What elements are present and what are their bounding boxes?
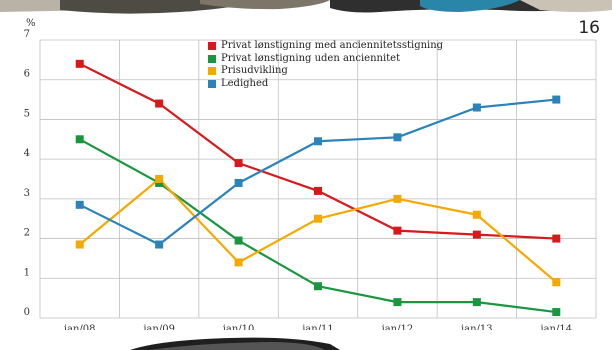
x-tick-label: jan/14 <box>539 324 572 335</box>
x-tick-label: jan/10 <box>222 324 255 335</box>
chart-legend: Privat lønstigning med anciennitetsstign… <box>208 40 443 90</box>
y-tick-label: 6 <box>24 69 30 80</box>
legend-item: Ledighed <box>208 78 443 91</box>
legend-swatch-green <box>208 54 216 63</box>
data-point <box>472 298 481 307</box>
data-point <box>552 95 561 104</box>
data-point <box>393 298 402 307</box>
data-point <box>234 236 243 245</box>
axes: 0 1 2 3 4 5 6 7% jan/08 jan/09 jan/10 jan/11 jan/12 j… <box>24 18 572 335</box>
data-point <box>472 230 481 239</box>
data-point <box>234 178 243 187</box>
x-tick-label: jan/11 <box>301 324 334 335</box>
data-point <box>314 137 322 146</box>
x-tick-label: jan/09 <box>142 324 175 335</box>
x-tick-label: jan/08 <box>63 324 96 335</box>
bottom-photo-strip <box>0 330 612 350</box>
data-point <box>552 278 561 287</box>
data-point <box>393 194 402 203</box>
data-point <box>393 133 402 142</box>
top-photo-strip <box>0 0 612 18</box>
legend-swatch-blue <box>208 79 216 88</box>
y-tick-label: 7 <box>24 29 30 40</box>
series-line <box>79 62 557 240</box>
y-tick-label: 5 <box>24 108 30 119</box>
legend-item: Prisudvikling <box>208 65 443 78</box>
legend-label: Privat lønstigning uden anciennitet <box>221 52 401 64</box>
grid <box>39 39 597 319</box>
x-tick-label: jan/12 <box>381 324 414 335</box>
page-number: 16 <box>578 18 600 38</box>
data-point <box>155 175 164 183</box>
data-point <box>393 226 402 235</box>
data-point <box>75 200 84 209</box>
legend-swatch-red <box>208 42 216 51</box>
data-point <box>314 186 322 195</box>
y-tick-label: 1 <box>24 267 30 278</box>
data-point <box>234 258 243 267</box>
legend-item: Privat lønstigning med anciennitetsstign… <box>208 40 443 53</box>
y-tick-label: 0 <box>24 307 30 318</box>
y-tick-label: 3 <box>24 188 30 199</box>
data-point <box>75 135 84 144</box>
legend-label: Ledighed <box>221 77 269 89</box>
data-point <box>472 103 481 112</box>
data-point <box>552 308 561 317</box>
data-point <box>314 214 322 223</box>
data-point <box>75 240 84 249</box>
y-unit-label: % <box>26 18 36 29</box>
y-tick-label: 2 <box>24 228 30 239</box>
data-point <box>234 159 243 168</box>
legend-item: Privat lønstigning uden anciennitet <box>208 53 443 66</box>
legend-swatch-orange <box>208 67 216 76</box>
series-markers <box>75 59 561 317</box>
legend-label: Prisudvikling <box>221 65 288 76</box>
data-point <box>552 234 561 243</box>
data-point <box>155 99 164 108</box>
x-tick-label: jan/13 <box>460 324 493 335</box>
data-point <box>472 210 481 219</box>
data-point <box>314 282 322 291</box>
y-tick-label: 4 <box>24 148 30 159</box>
legend-label: Privat lønstigning med anciennitetsstign… <box>221 40 444 51</box>
data-point <box>75 59 84 68</box>
data-point <box>155 240 164 249</box>
